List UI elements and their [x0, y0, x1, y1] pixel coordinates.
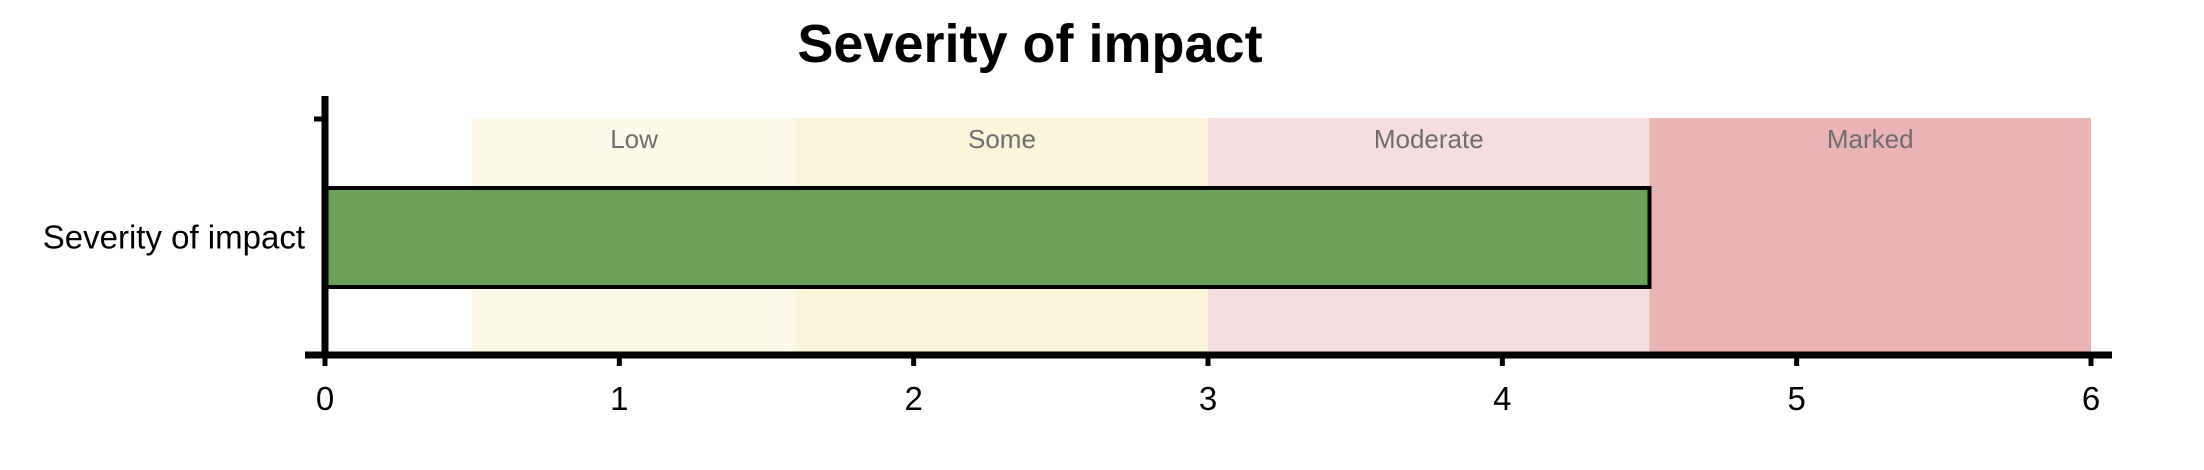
band-label-some: Some: [968, 124, 1036, 154]
bars: [323, 186, 1652, 289]
x-tick-label-6: 6: [2082, 380, 2100, 417]
band-marked: [1649, 118, 2091, 355]
x-tick-label-5: 5: [1787, 380, 1805, 417]
band-label-moderate: Moderate: [1374, 124, 1484, 154]
x-tick-label-3: 3: [1199, 380, 1217, 417]
band-label-marked: Marked: [1827, 124, 1914, 154]
x-tick-label-2: 2: [904, 380, 922, 417]
category-label: Severity of impact: [43, 219, 305, 256]
chart-title: Severity of impact: [797, 14, 1262, 74]
axes: Severity of impact 0 1 2 3 4 5 6: [43, 96, 2112, 417]
band-label-low: Low: [610, 124, 658, 154]
x-tick-label-4: 4: [1493, 380, 1511, 417]
x-tick-label-1: 1: [610, 380, 628, 417]
bar-0: [323, 186, 1652, 289]
x-tick-label-0: 0: [316, 380, 334, 417]
